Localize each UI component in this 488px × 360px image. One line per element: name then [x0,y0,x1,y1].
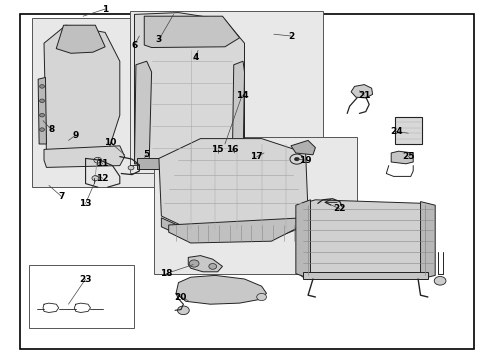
Text: 14: 14 [235,91,248,100]
Text: 20: 20 [174,292,187,302]
Polygon shape [44,146,124,167]
Circle shape [433,276,445,285]
Polygon shape [161,216,307,241]
Polygon shape [159,139,307,232]
Text: 8: 8 [48,125,54,134]
Circle shape [208,264,216,269]
Text: 21: 21 [357,91,370,100]
Text: 17: 17 [250,152,263,161]
Polygon shape [205,158,244,169]
Polygon shape [44,25,120,153]
Circle shape [177,306,189,315]
Polygon shape [176,275,266,304]
Polygon shape [295,200,310,279]
Polygon shape [134,13,244,164]
Circle shape [189,260,199,267]
Text: 7: 7 [58,192,64,201]
Polygon shape [38,77,46,144]
Polygon shape [168,218,303,243]
Circle shape [294,157,299,161]
Text: 3: 3 [156,35,162,44]
Text: 2: 2 [287,32,293,41]
Text: 10: 10 [103,138,116,147]
Text: 22: 22 [333,204,346,213]
Text: 5: 5 [143,150,149,159]
Circle shape [40,113,44,117]
Bar [129,11,322,173]
Polygon shape [298,200,432,279]
Text: 13: 13 [79,199,92,208]
Bar [32,18,156,187]
Polygon shape [137,158,176,169]
Polygon shape [188,256,222,272]
Text: 24: 24 [389,127,402,136]
Polygon shape [134,61,151,164]
Circle shape [256,293,266,301]
Circle shape [40,128,44,131]
Text: 23: 23 [79,275,92,284]
Text: 16: 16 [225,145,238,154]
Text: 6: 6 [131,41,137,50]
Circle shape [40,85,44,88]
Polygon shape [350,85,372,98]
Text: 15: 15 [211,145,224,154]
Text: 25: 25 [401,152,414,161]
Bar [154,137,356,274]
Polygon shape [303,272,427,279]
Text: 12: 12 [96,174,109,183]
Polygon shape [232,61,244,164]
Text: 9: 9 [72,131,79,140]
Bar [394,117,421,144]
Polygon shape [420,202,434,279]
Bar [29,265,134,328]
Text: 4: 4 [192,53,199,62]
Text: 18: 18 [160,269,172,278]
Polygon shape [390,151,412,164]
Polygon shape [144,16,239,48]
Text: 1: 1 [102,5,108,14]
Text: 19: 19 [299,156,311,165]
Circle shape [92,176,99,181]
Circle shape [128,166,134,170]
Polygon shape [56,25,105,53]
Circle shape [94,157,102,163]
Circle shape [40,99,44,103]
Polygon shape [290,140,315,155]
Text: 11: 11 [96,159,109,168]
